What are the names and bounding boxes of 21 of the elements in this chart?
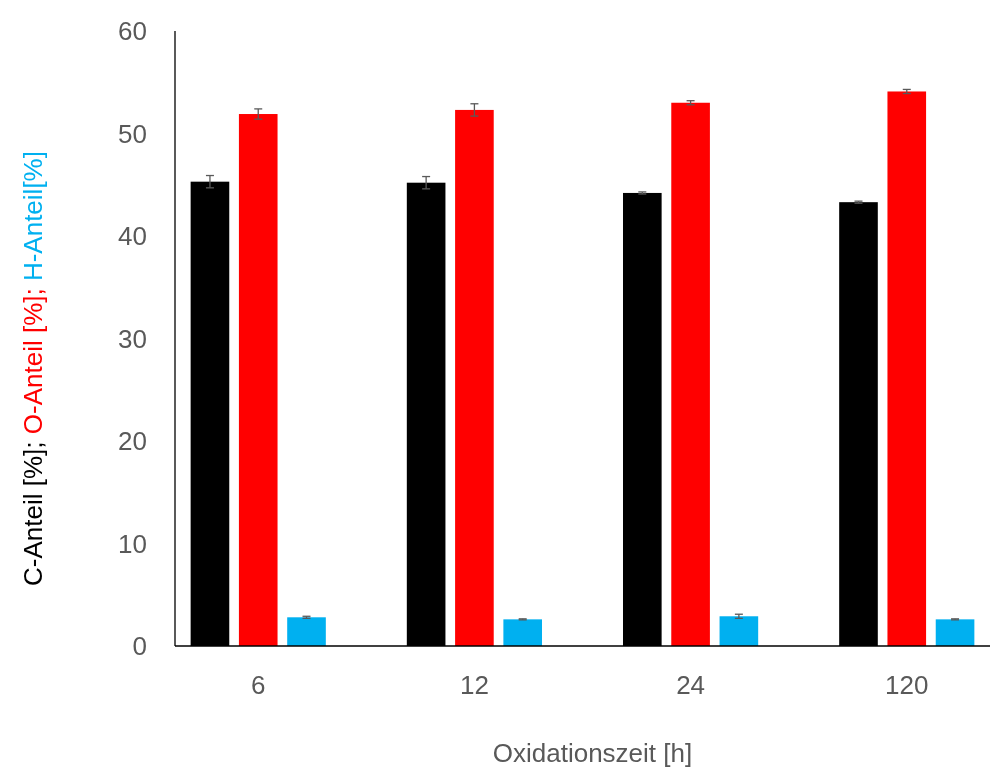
bar <box>935 619 975 646</box>
bar <box>671 102 710 646</box>
bar <box>455 109 494 646</box>
x-tick-label: 24 <box>676 670 706 700</box>
y-tick-label: 10 <box>118 528 147 559</box>
y-tick-label: 40 <box>118 221 147 252</box>
bar <box>238 114 278 646</box>
x-tick-label: 12 <box>459 670 489 700</box>
y-axis-title: C-Anteil [%]; O-Anteil [%]; H-Anteil[%] <box>18 151 48 586</box>
y-tick-label: 30 <box>118 323 147 354</box>
bar <box>287 617 326 646</box>
x-axis-title: Oxidationszeit [h] <box>492 738 693 768</box>
bar <box>503 619 542 646</box>
bar <box>719 616 759 646</box>
x-tick-label: 120 <box>885 670 929 700</box>
y-tick-label: 60 <box>118 16 147 47</box>
bar <box>887 91 927 646</box>
x-tick-label: 6 <box>251 670 266 700</box>
y-tick-label: 20 <box>118 426 147 457</box>
y-tick-label: 50 <box>118 118 147 149</box>
y-tick-label: 0 <box>132 631 147 662</box>
